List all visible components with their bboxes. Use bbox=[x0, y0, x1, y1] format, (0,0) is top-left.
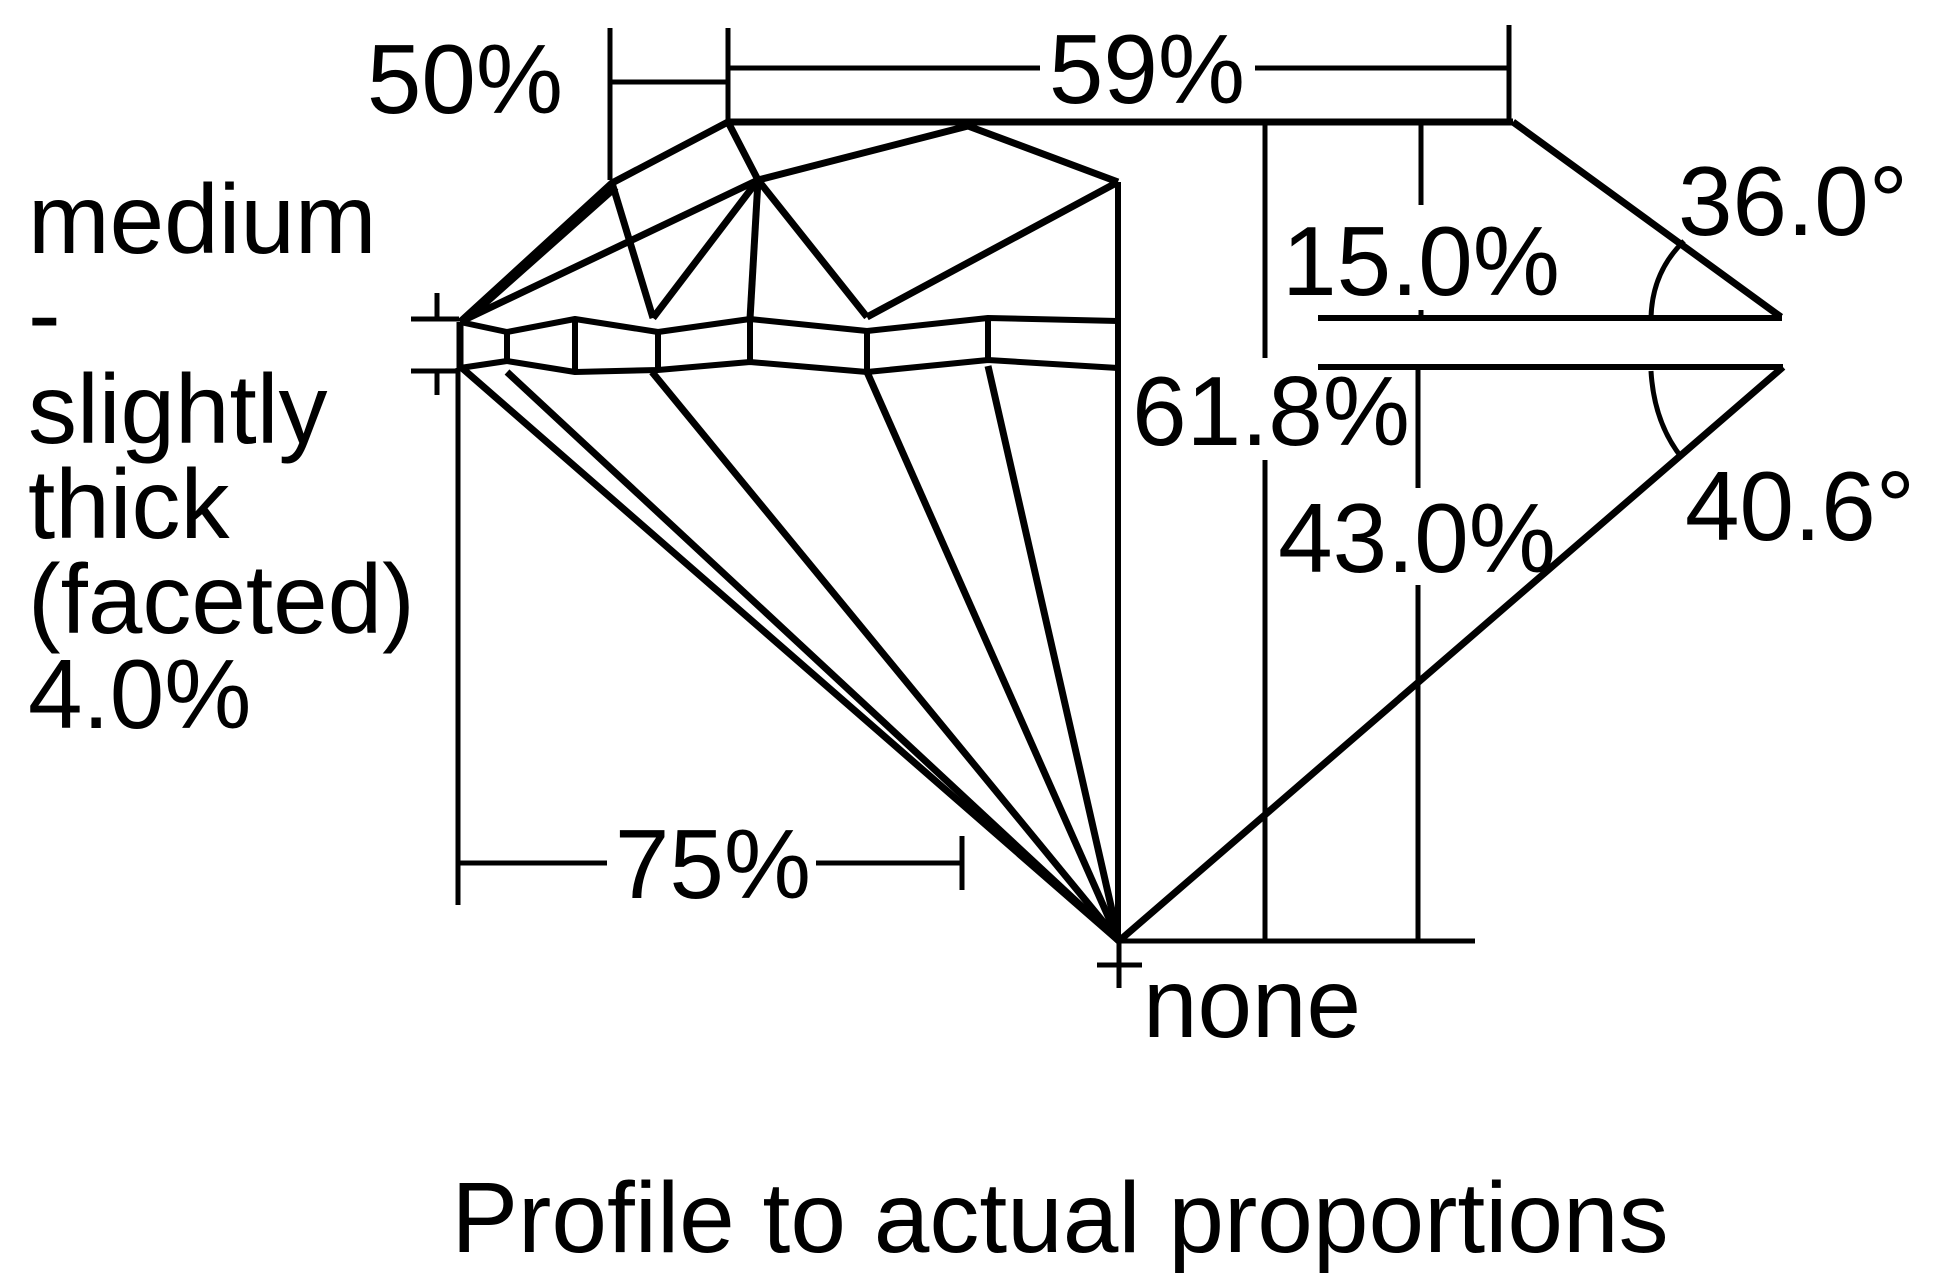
girdle-thickness-label-line-4: thick bbox=[28, 449, 231, 559]
girdle-thickness-label-line-5: (faceted) bbox=[28, 544, 415, 654]
star-length-dimension bbox=[607, 28, 731, 180]
girdle-thickness-label-line-1: medium bbox=[28, 164, 377, 274]
table-size-dimension bbox=[728, 25, 1512, 122]
girdle-thickness-label: medium - slightly thick (faceted) 4.0% bbox=[28, 164, 415, 749]
lower-girdle-label: 75% bbox=[615, 809, 811, 919]
pavilion-facet-lines bbox=[459, 182, 1123, 944]
pavilion-angle-arc bbox=[1648, 370, 1684, 460]
right-silhouette bbox=[1116, 119, 1786, 944]
girdle-thickness-ticks bbox=[411, 293, 459, 395]
pavilion-depth-label: 43.0% bbox=[1278, 483, 1556, 593]
table-size-label: 59% bbox=[1049, 14, 1245, 124]
girdle-band bbox=[456, 315, 1783, 375]
girdle-thickness-label-line-6: 4.0% bbox=[28, 639, 251, 749]
star-length-label: 50% bbox=[367, 24, 563, 134]
girdle-thickness-label-line-2: - bbox=[28, 259, 61, 369]
diagram-caption: Profile to actual proportions bbox=[451, 1162, 1668, 1274]
crown-angle-arc bbox=[1648, 239, 1686, 319]
crown-angle-label: 36.0° bbox=[1678, 146, 1908, 256]
crown-facet-lines bbox=[457, 118, 1120, 326]
lower-girdle-dimension bbox=[455, 368, 965, 905]
culet-label: none bbox=[1143, 948, 1361, 1058]
girdle-thickness-label-line-3: slightly bbox=[28, 354, 328, 464]
culet-tick bbox=[1097, 941, 1142, 988]
crown-height-label: 15.0% bbox=[1282, 206, 1560, 316]
total-depth-label: 61.8% bbox=[1132, 356, 1410, 466]
pavilion-angle-label: 40.6° bbox=[1685, 451, 1915, 561]
